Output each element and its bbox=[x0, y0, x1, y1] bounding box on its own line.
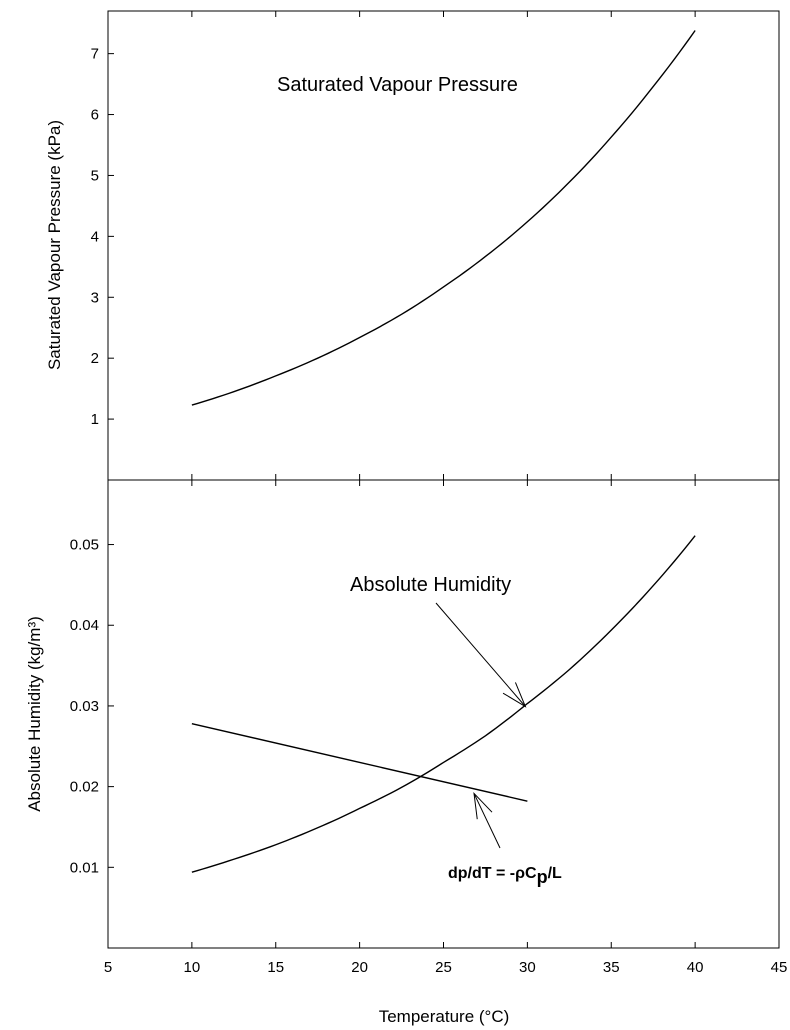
annotation-dpdt: dp/dT = -ρCp/L bbox=[448, 865, 562, 887]
top-y-tick-label: 7 bbox=[91, 46, 99, 63]
annotation-saturated-vapour-pressure: Saturated Vapour Pressure bbox=[277, 74, 518, 96]
arrow-dpdt-shaft bbox=[473, 793, 501, 849]
top-y-axis-title: Saturated Vapour Pressure (kPa) bbox=[45, 120, 64, 370]
top-y-tick-label: 6 bbox=[91, 107, 99, 124]
annotation-absolute-humidity: Absolute Humidity bbox=[350, 574, 511, 596]
top-y-tick-label: 5 bbox=[91, 167, 99, 184]
bottom-series-group bbox=[191, 535, 696, 873]
x-tick-label: 35 bbox=[603, 959, 620, 976]
x-tick-label: 40 bbox=[687, 959, 704, 976]
arrow-absolute-humidity-head bbox=[502, 682, 527, 708]
top-y-tick-label: 4 bbox=[91, 228, 99, 245]
arrow-dpdt-head bbox=[473, 791, 493, 820]
top-series-group bbox=[191, 30, 696, 406]
x-tick-label: 20 bbox=[351, 959, 368, 976]
bottom-y-axis-title: Absolute Humidity (kg/m³) bbox=[25, 616, 44, 812]
top-y-tick-label: 2 bbox=[91, 350, 99, 367]
bottom-y-tick-label: 0.03 bbox=[70, 698, 99, 715]
x-tick-label: 30 bbox=[519, 959, 536, 976]
arrow-absolute-humidity-shaft bbox=[435, 602, 526, 707]
x-axis-title: Temperature (°C) bbox=[379, 1007, 510, 1026]
dpdt-line bbox=[191, 723, 528, 802]
annotation-dpdt-suffix: /L bbox=[548, 865, 562, 882]
bottom-y-tick-label: 0.05 bbox=[70, 537, 99, 554]
x-tick-label: 10 bbox=[184, 959, 201, 976]
x-tick-label: 5 bbox=[104, 959, 112, 976]
top-y-ticks: 1 2 3 4 5 6 7 bbox=[91, 46, 114, 428]
bottom-y-tick-label: 0.01 bbox=[70, 859, 99, 876]
absolute-humidity-curve bbox=[191, 535, 696, 873]
x-tick-label: 45 bbox=[771, 959, 788, 976]
bottom-plot-frame bbox=[107, 479, 780, 949]
annotation-dpdt-subscript: p bbox=[537, 867, 548, 887]
annotation-arrows bbox=[435, 602, 527, 849]
top-y-tick-label: 1 bbox=[91, 411, 99, 428]
x-ticks: 5 10 15 20 25 30 35 40 45 bbox=[104, 11, 788, 976]
x-tick-label: 25 bbox=[435, 959, 452, 976]
top-y-tick-label: 3 bbox=[91, 289, 99, 306]
bottom-y-tick-label: 0.02 bbox=[70, 779, 99, 796]
x-tick-label: 15 bbox=[267, 959, 284, 976]
annotation-dpdt-main: dp/dT = -ρC bbox=[448, 865, 537, 882]
bottom-y-tick-label: 0.04 bbox=[70, 617, 99, 634]
svp-curve bbox=[191, 30, 696, 406]
bottom-y-ticks: 0.01 0.02 0.03 0.04 0.05 bbox=[70, 537, 114, 876]
